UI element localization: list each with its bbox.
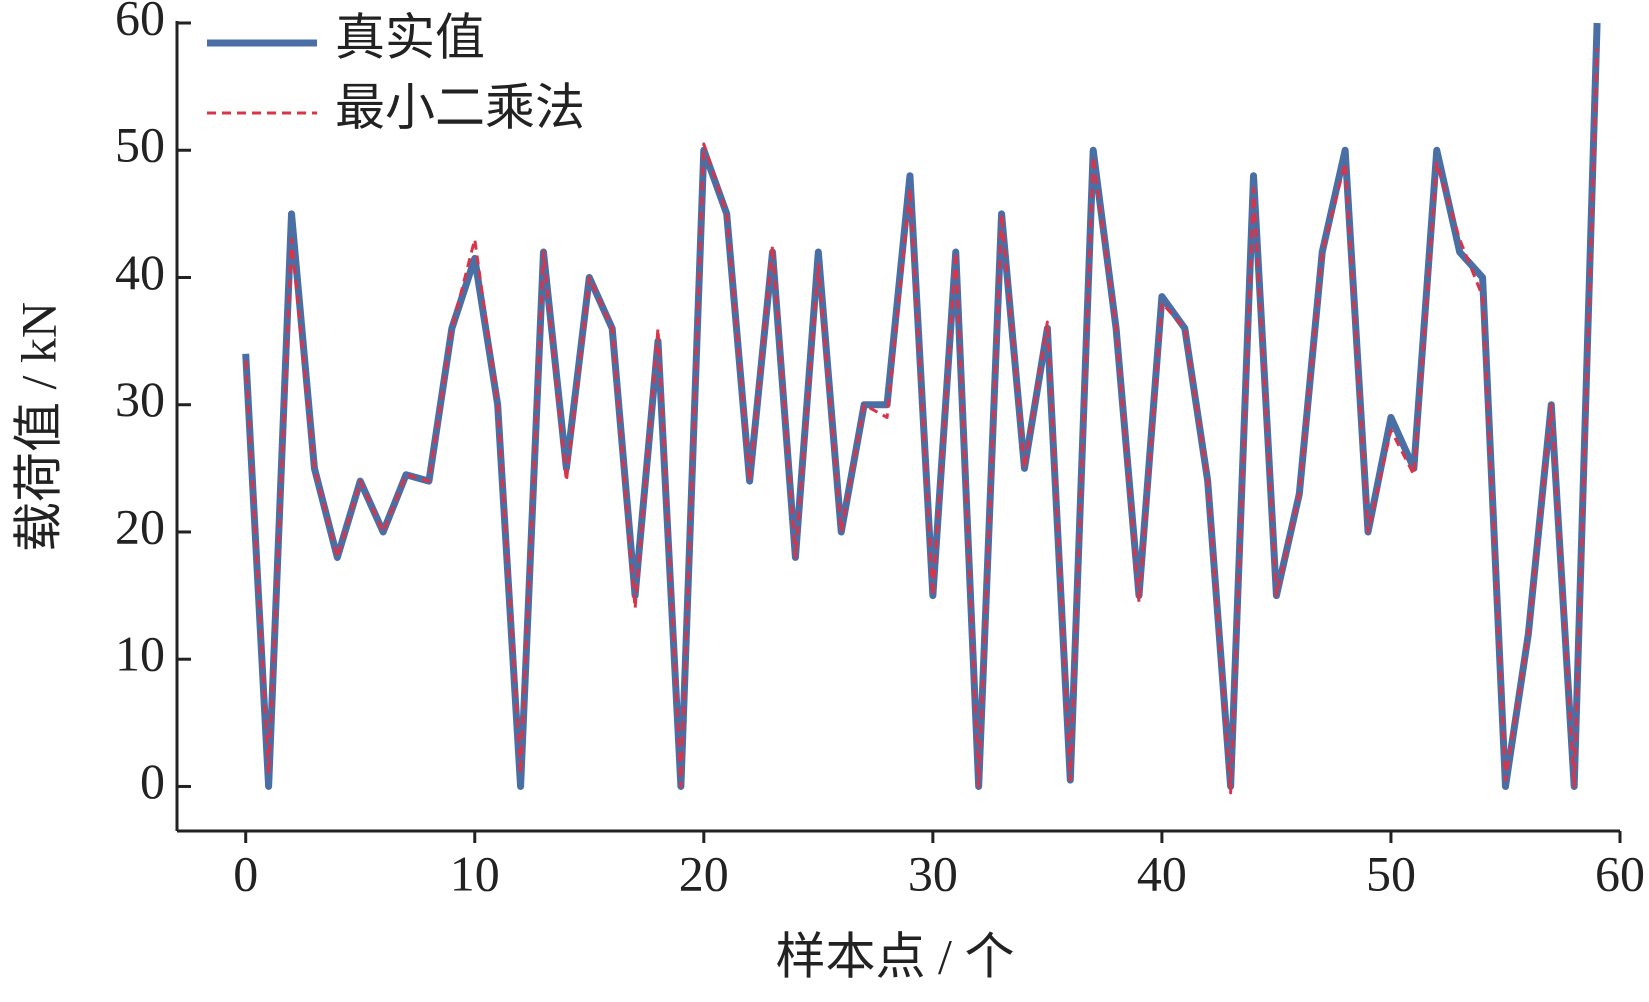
y-tick-label: 40 — [115, 244, 165, 300]
x-tick-label: 10 — [450, 845, 500, 901]
x-tick-label: 50 — [1366, 845, 1416, 901]
y-axis-label: 载荷值 / kN — [10, 302, 66, 552]
y-tick-label: 60 — [115, 0, 165, 45]
x-tick-label: 60 — [1595, 845, 1645, 901]
y-tick-label: 30 — [115, 371, 165, 427]
y-tick-label: 0 — [140, 753, 165, 809]
legend-label: 最小二乘法 — [335, 79, 585, 135]
x-tick-label: 40 — [1137, 845, 1187, 901]
y-tick-label: 10 — [115, 626, 165, 682]
x-tick-label: 30 — [908, 845, 958, 901]
legend-label: 真实值 — [335, 9, 485, 65]
x-axis-label: 样本点 / 个 — [776, 928, 1015, 984]
series-line — [242, 22, 1601, 790]
y-tick-label: 20 — [115, 498, 165, 554]
x-tick-label: 20 — [679, 845, 729, 901]
series-line — [244, 48, 1599, 795]
y-tick-label: 50 — [115, 117, 165, 173]
x-tick-label: 0 — [233, 845, 258, 901]
